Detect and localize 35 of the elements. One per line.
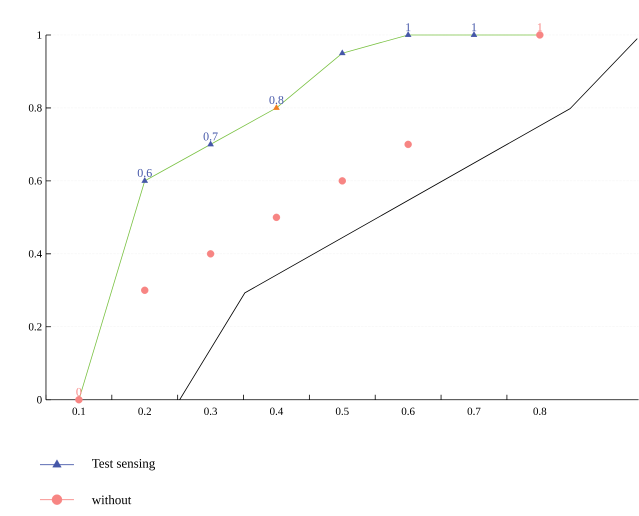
x-tick-label: 0.4 xyxy=(270,408,284,416)
data-label: 1 xyxy=(472,23,476,32)
point xyxy=(273,104,280,110)
point xyxy=(207,140,214,146)
point xyxy=(272,214,280,222)
point xyxy=(536,31,544,39)
point xyxy=(338,177,346,185)
y-tick-label: 0.4 xyxy=(28,250,42,258)
x-tick-label: 0.5 xyxy=(336,408,349,416)
point xyxy=(470,31,478,38)
y-tick-label: 1 xyxy=(38,32,42,39)
data-label: 0.7 xyxy=(204,132,218,141)
data-label: 1 xyxy=(406,23,410,32)
y-tick-label: 0 xyxy=(37,396,42,404)
data-label: 0.6 xyxy=(138,169,152,178)
point xyxy=(339,50,346,56)
x-tick-label: 0.1 xyxy=(72,408,86,416)
x-tick-label: 0.3 xyxy=(204,408,218,416)
x-tick-label: 0.7 xyxy=(468,408,481,416)
data-label: 1 xyxy=(538,23,542,32)
y-tick-label: 0.8 xyxy=(28,104,42,112)
point xyxy=(141,286,148,294)
x-tick-label: 0.6 xyxy=(402,408,415,416)
point xyxy=(206,250,214,258)
y-tick-label: 0.6 xyxy=(28,177,42,185)
point xyxy=(404,31,412,38)
x-tick-label: 0.2 xyxy=(138,408,151,416)
data-label: 0 xyxy=(76,388,82,396)
point xyxy=(142,177,148,183)
legend-label: without xyxy=(92,495,132,504)
point xyxy=(404,140,412,148)
legend-label: Test sensing xyxy=(92,459,156,471)
x-tick-label: 0.8 xyxy=(533,408,546,416)
y-tick-label: 0.2 xyxy=(28,323,42,331)
data-label: 0.8 xyxy=(269,96,284,104)
